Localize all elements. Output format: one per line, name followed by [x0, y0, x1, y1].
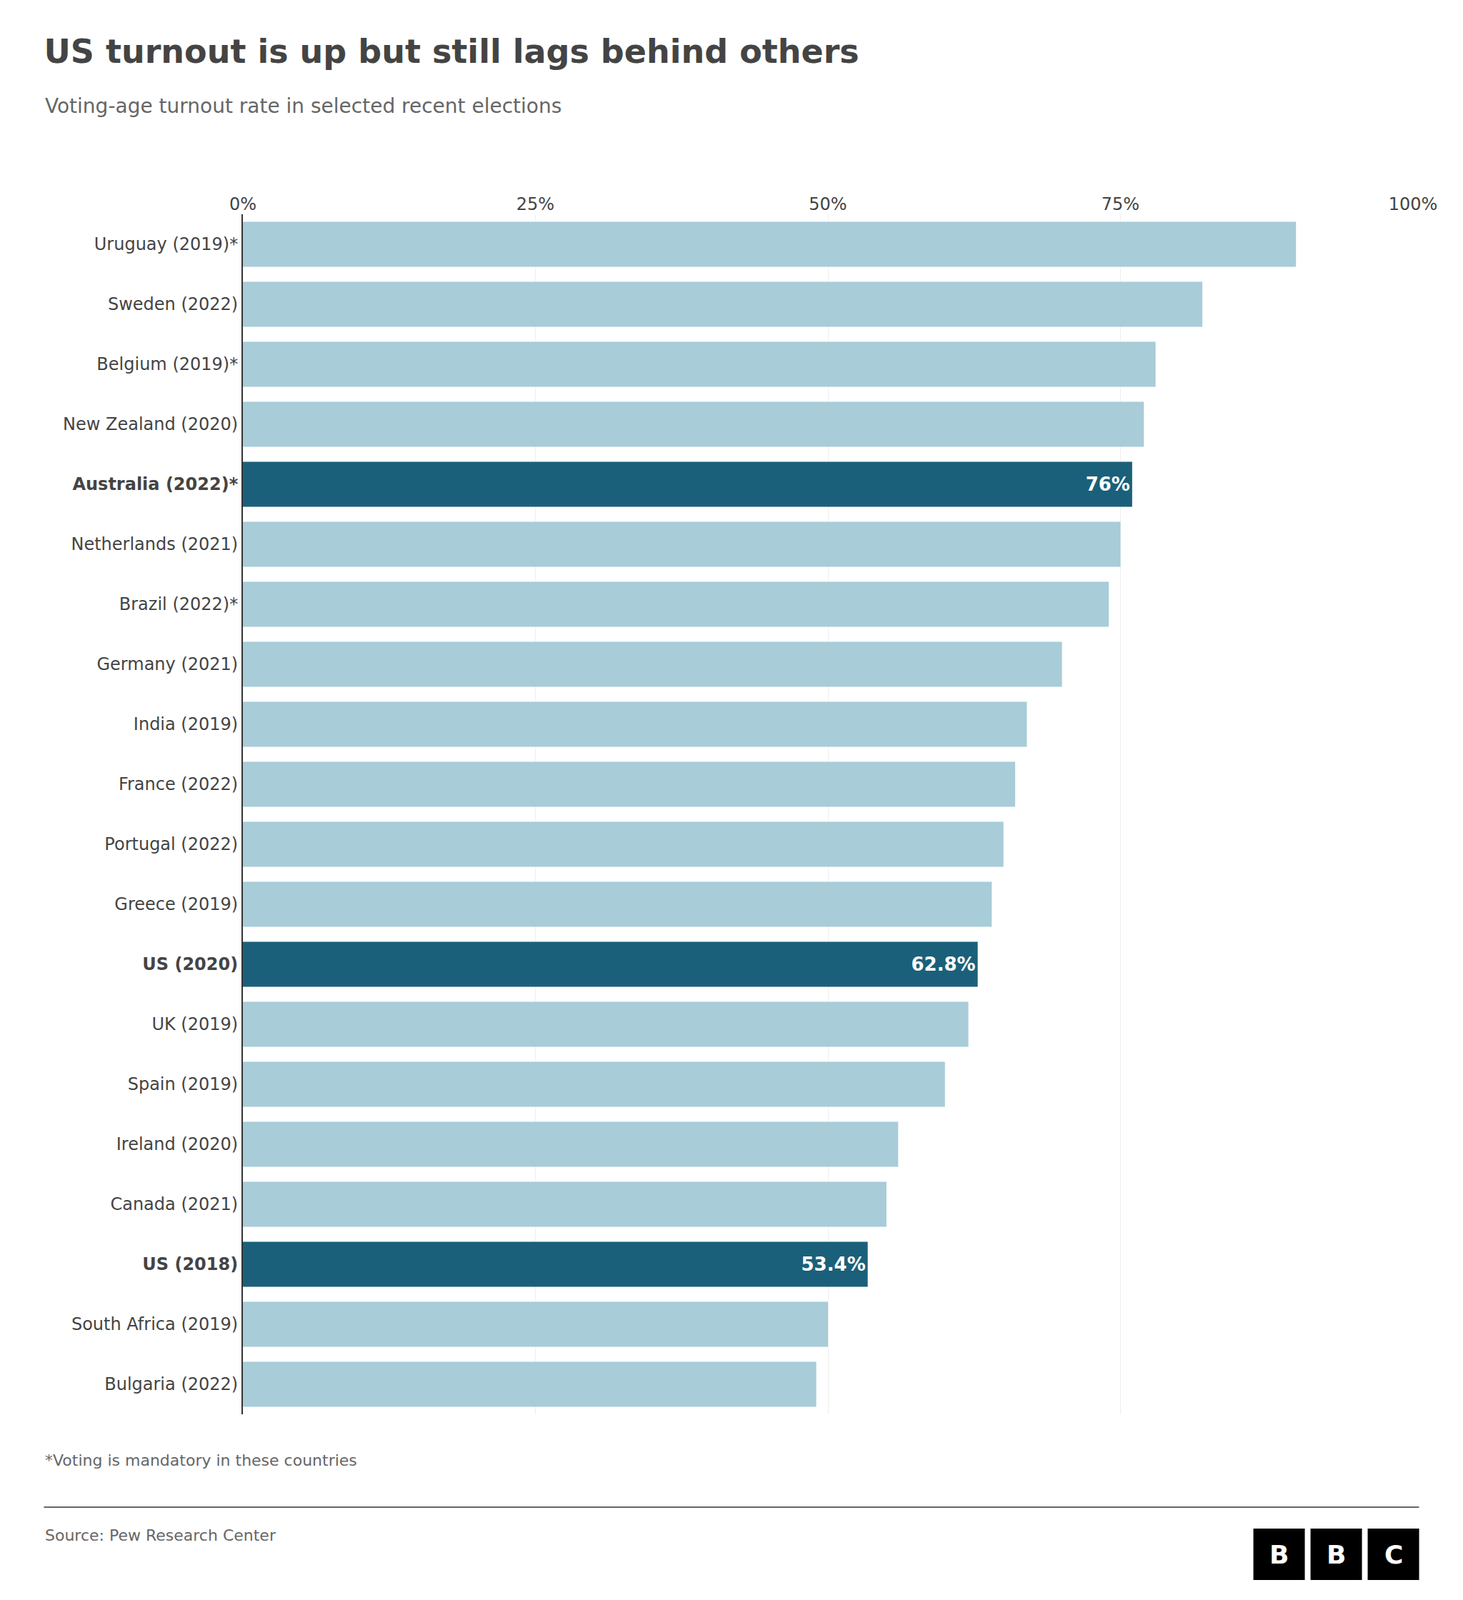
svg-text:25%: 25% — [516, 194, 555, 215]
svg-text:0%: 0% — [229, 194, 257, 215]
svg-text:53.4%: 53.4% — [800, 1253, 866, 1276]
svg-text:South Africa (2019): South Africa (2019) — [71, 1314, 238, 1335]
svg-text:Ireland (2020): Ireland (2020) — [116, 1134, 238, 1155]
svg-text:*Voting is mandatory in these: *Voting is mandatory in these countries — [45, 1451, 358, 1470]
svg-text:France (2022): France (2022) — [118, 774, 238, 795]
svg-text:B: B — [1269, 1540, 1289, 1570]
svg-text:New Zealand (2020): New Zealand (2020) — [62, 414, 238, 435]
svg-text:US (2020): US (2020) — [142, 954, 238, 975]
svg-text:Spain (2019): Spain (2019) — [127, 1074, 239, 1095]
svg-text:Bulgaria (2022): Bulgaria (2022) — [104, 1374, 238, 1395]
svg-text:Belgium (2019)*: Belgium (2019)* — [96, 354, 238, 375]
svg-text:UK (2019): UK (2019) — [151, 1014, 238, 1035]
svg-text:100%: 100% — [1388, 194, 1438, 215]
svg-text:B: B — [1326, 1540, 1346, 1570]
svg-text:62.8%: 62.8% — [910, 953, 976, 976]
svg-text:US turnout is up but still lag: US turnout is up but still lags behind o… — [43, 32, 859, 71]
svg-text:Sweden (2022): Sweden (2022) — [107, 294, 238, 315]
svg-text:Portugal (2022): Portugal (2022) — [104, 834, 238, 855]
svg-text:50%: 50% — [808, 194, 847, 215]
svg-text:Germany (2021): Germany (2021) — [96, 654, 238, 675]
svg-text:India (2019): India (2019) — [133, 714, 238, 735]
svg-text:Source: Pew Research Center: Source: Pew Research Center — [45, 1526, 277, 1545]
svg-text:Canada (2021): Canada (2021) — [110, 1194, 238, 1215]
svg-text:Greece (2019): Greece (2019) — [114, 894, 238, 915]
svg-text:75%: 75% — [1101, 194, 1140, 215]
svg-text:Voting-age turnout rate in sel: Voting-age turnout rate in selected rece… — [45, 94, 562, 118]
svg-text:76%: 76% — [1085, 473, 1131, 496]
svg-text:C: C — [1384, 1540, 1403, 1570]
svg-text:Australia (2022)*: Australia (2022)* — [72, 474, 238, 495]
svg-text:Netherlands (2021): Netherlands (2021) — [70, 534, 238, 555]
svg-text:Uruguay (2019)*: Uruguay (2019)* — [94, 234, 238, 255]
svg-text:Brazil (2022)*: Brazil (2022)* — [119, 594, 238, 615]
svg-text:US (2018): US (2018) — [142, 1254, 238, 1275]
